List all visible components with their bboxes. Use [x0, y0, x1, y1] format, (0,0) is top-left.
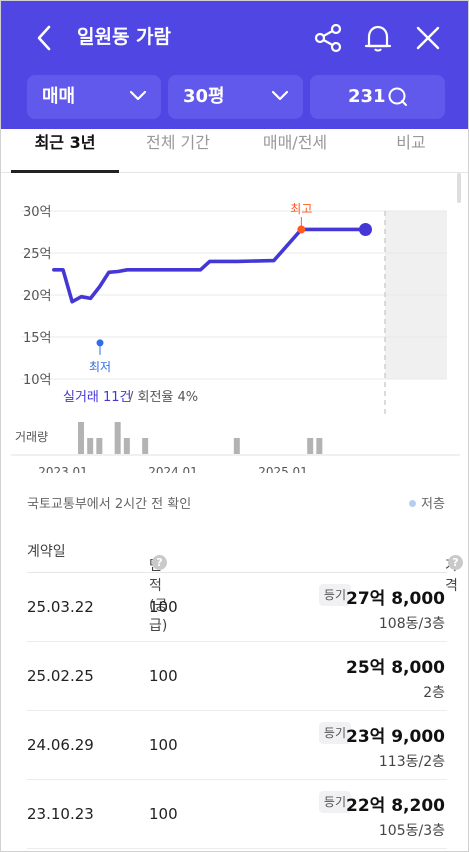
row-area: 100	[149, 667, 178, 685]
x-tick-label: 2024.01	[148, 465, 198, 473]
table-row[interactable]: 25.02.25 100 25억 8,000 2층	[27, 642, 447, 711]
volume-label: 거래량	[15, 430, 48, 444]
help-icon[interactable]: ?	[152, 555, 167, 570]
volume-bar	[78, 422, 84, 454]
share-icon[interactable]	[311, 21, 345, 55]
low-label: 최저	[89, 360, 111, 374]
x-tick-label: 2023.01	[38, 465, 88, 473]
registered-badge: 등기	[318, 584, 351, 606]
bell-icon[interactable]	[361, 21, 395, 55]
legend: 저층	[409, 493, 445, 512]
legend-low-floor: 저층	[421, 497, 445, 512]
y-tick-label: 10억	[23, 373, 52, 388]
row-price: 25억 8,000	[346, 658, 445, 678]
high-point	[297, 225, 306, 234]
volume-bar	[316, 438, 323, 454]
chevron-down-icon	[129, 90, 147, 101]
volume-bar	[114, 422, 121, 454]
back-arrow-icon[interactable]	[33, 23, 59, 53]
row-date: 25.02.25	[27, 667, 94, 685]
row-area: 100	[149, 598, 178, 616]
volume-bar	[96, 438, 103, 454]
close-icon[interactable]	[411, 21, 445, 55]
summary-turnover: / 회전율 4%	[129, 390, 198, 405]
y-tick-label: 20억	[23, 289, 52, 304]
transactions-table: 계약일 면적(공급)? 가격? 25.03.22 100 등기 27억 8,00…	[27, 527, 463, 849]
tab-recent-3y[interactable]: 최근 3년	[34, 133, 96, 152]
row-area: 100	[149, 805, 178, 823]
tab-all-period[interactable]: 전체 기간	[146, 133, 210, 152]
comments-button[interactable]: 231	[310, 75, 445, 119]
row-price: 27억 8,000	[346, 589, 445, 609]
row-floor: 113동/2층	[378, 754, 445, 770]
row-floor: 108동/3층	[378, 616, 445, 632]
top-bar: 일원동 가람	[1, 1, 468, 73]
volume-bar	[307, 438, 314, 454]
table-header: 계약일 면적(공급)? 가격?	[27, 527, 463, 634]
table-row[interactable]: 23.10.23 100 등기 22억 8,200 105동/3층	[27, 780, 447, 849]
size-select[interactable]: 30평	[168, 75, 303, 119]
page-title: 일원동 가람	[77, 26, 172, 48]
row-date: 24.06.29	[27, 736, 94, 754]
table-row[interactable]: 24.06.29 100 등기 23억 9,000 113동/2층	[27, 711, 447, 780]
filter-bar: 매매 30평 231	[27, 75, 445, 119]
volume-bar	[233, 438, 240, 454]
size-label: 30평	[183, 86, 225, 107]
summary-count: 실거래 11건	[63, 390, 132, 405]
comment-bubble-icon	[388, 87, 407, 106]
deal-type-select[interactable]: 매매	[27, 75, 161, 119]
active-tab-indicator	[11, 170, 119, 173]
tab-compare[interactable]: 비교	[396, 133, 426, 152]
period-tabs: 최근 3년 전체 기간 매매/전세 비교	[1, 129, 468, 173]
row-price: 23억 9,000	[346, 727, 445, 747]
legend-dot-icon	[409, 500, 416, 507]
volume-bar	[123, 438, 130, 454]
registered-badge: 등기	[318, 722, 351, 744]
price-series-line	[52, 227, 368, 304]
row-floor: 105동/3층	[378, 823, 445, 839]
row-area: 100	[149, 736, 178, 754]
row-date: 23.10.23	[27, 805, 94, 823]
scrollbar[interactable]	[457, 173, 461, 203]
row-floor: 2층	[423, 685, 445, 701]
tab-sale-jeonse[interactable]: 매매/전세	[262, 133, 328, 152]
high-label: 최고	[290, 202, 312, 216]
comments-count: 231	[348, 86, 386, 107]
header: 일원동 가람	[1, 1, 468, 129]
data-source-note: 국토교통부에서 2시간 전 확인	[27, 497, 192, 512]
volume-bar	[142, 438, 149, 454]
registered-badge: 등기	[318, 791, 351, 813]
help-icon[interactable]: ?	[448, 555, 463, 570]
header-area-label: 면적(공급)	[149, 558, 168, 634]
row-price: 22억 8,200	[346, 796, 445, 816]
y-tick-label: 15억	[23, 331, 52, 346]
header-date: 계약일	[27, 544, 66, 560]
row-date: 25.03.22	[27, 598, 94, 616]
latest-point	[359, 222, 372, 236]
chevron-down-icon	[271, 90, 289, 101]
table-row[interactable]: 25.03.22 100 등기 27억 8,000 108동/3층	[27, 573, 447, 642]
x-tick-label: 2025.01	[258, 465, 308, 473]
deal-type-label: 매매	[42, 86, 76, 107]
y-tick-label: 25억	[23, 247, 52, 262]
volume-bar	[87, 438, 94, 454]
y-tick-label: 30억	[23, 205, 52, 220]
